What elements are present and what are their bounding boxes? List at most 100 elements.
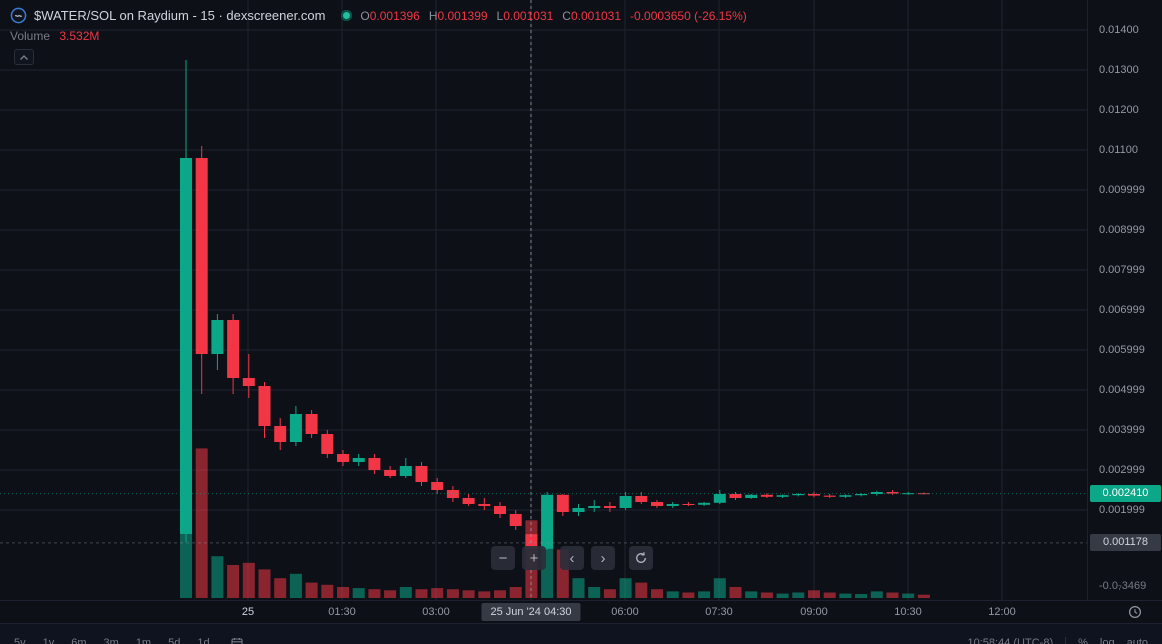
percent-scale-toggle[interactable]: % xyxy=(1078,637,1088,644)
volume-bar xyxy=(399,587,412,598)
volume-bar xyxy=(337,587,349,598)
volume-bar xyxy=(792,592,805,598)
plus-icon: + xyxy=(529,549,539,567)
price-tick-zero: -0.0₇3469 xyxy=(1099,580,1147,592)
price-tick: 0.005999 xyxy=(1099,344,1145,357)
candle-body xyxy=(682,504,695,505)
price-tick: 0.001999 xyxy=(1099,504,1145,517)
legend-high: H0.001399 xyxy=(428,8,488,23)
price-axis[interactable]: 0.002410 0.001178 -0.0₇3469 0.01400 0.013… xyxy=(1087,0,1162,600)
candle-body xyxy=(588,506,601,508)
candle-body xyxy=(478,504,491,506)
log-scale-toggle[interactable]: log xyxy=(1099,637,1115,644)
volume-label: Volume xyxy=(10,29,51,43)
chart-header: $WATER/SOL on Raydium - 15 · dexscreener… xyxy=(10,7,747,24)
candle-body xyxy=(729,494,742,498)
candle-body xyxy=(886,492,899,494)
legend-open: O0.001396 xyxy=(360,8,420,23)
candle-body xyxy=(180,158,192,534)
candle-body xyxy=(698,502,711,505)
candle-body xyxy=(823,495,836,497)
time-tick: 12:00 xyxy=(988,606,1016,618)
price-tick: 0.003999 xyxy=(1099,424,1145,437)
candle-body xyxy=(870,492,883,494)
reset-icon xyxy=(636,552,646,563)
candle-body xyxy=(666,504,679,506)
volume-bar xyxy=(870,591,883,598)
reset-chart-button[interactable] xyxy=(629,546,653,570)
range-1m[interactable]: 1m xyxy=(135,637,152,644)
candle-body xyxy=(305,414,318,434)
scroll-right-button[interactable]: › xyxy=(591,546,615,570)
volume-value: 3.532M xyxy=(59,29,100,43)
crosshair-time-badge: 25 Jun '24 04:30 xyxy=(481,603,581,621)
candle-body xyxy=(289,414,302,442)
ohlc-legend: O0.001396 H0.001399 L0.001031 C0.001031 … xyxy=(360,9,746,23)
toolbar-divider xyxy=(1065,637,1067,644)
time-tick: 01:30 xyxy=(328,606,356,618)
volume-bar xyxy=(321,584,334,598)
chevron-up-icon xyxy=(20,54,28,60)
range-5y[interactable]: 5y xyxy=(14,637,26,644)
range-5d[interactable]: 5d xyxy=(168,637,181,644)
candle-body xyxy=(808,494,820,496)
timezone-clock-icon[interactable] xyxy=(1128,605,1142,619)
candlestick-chart[interactable] xyxy=(0,0,1087,600)
time-tick: 25 xyxy=(241,606,255,618)
volume-bar xyxy=(415,589,428,598)
range-1y[interactable]: 1y xyxy=(42,637,55,644)
volume-bar xyxy=(760,592,773,598)
volume-bar xyxy=(776,593,789,598)
volume-bar xyxy=(211,556,224,598)
range-switcher: 5y 1y 6m 3m 1m 5d 1d xyxy=(14,637,243,644)
range-6m[interactable]: 6m xyxy=(71,637,87,644)
chart-nav-cluster: − + ‹ › xyxy=(491,546,653,570)
candle-body xyxy=(760,494,773,497)
volume-bar xyxy=(572,578,585,598)
candle-body xyxy=(337,454,349,462)
calendar-icon[interactable] xyxy=(231,637,243,644)
zoom-out-button[interactable]: − xyxy=(491,546,515,570)
volume-bar xyxy=(352,588,365,598)
price-tick: 0.01400 xyxy=(1099,24,1139,36)
candle-body xyxy=(713,494,726,503)
volume-bar xyxy=(368,589,381,598)
price-tick: 0.009999 xyxy=(1099,184,1145,197)
zoom-in-button[interactable]: + xyxy=(522,546,546,570)
clock-readout[interactable]: 10:58:44 (UTC-8) xyxy=(967,637,1054,644)
price-tick: 0.007999 xyxy=(1099,264,1145,277)
candle-body xyxy=(258,386,271,426)
price-tick: 0.004999 xyxy=(1099,384,1145,397)
volume-bar xyxy=(823,592,836,598)
candle-body xyxy=(274,426,287,442)
candle-body xyxy=(603,506,616,508)
auto-scale-toggle[interactable]: auto xyxy=(1126,637,1148,644)
volume-bar xyxy=(666,591,679,598)
volume-bar xyxy=(839,593,852,598)
volume-bar xyxy=(180,521,192,598)
volume-bar xyxy=(462,590,475,598)
candle-body xyxy=(195,158,208,354)
volume-bar xyxy=(713,578,726,598)
candle-body xyxy=(494,506,506,514)
legend-collapse-button[interactable] xyxy=(14,49,34,65)
scale-controls: 10:58:44 (UTC-8) % log auto xyxy=(968,637,1148,644)
candle-body xyxy=(509,514,522,526)
scroll-left-button[interactable]: ‹ xyxy=(560,546,584,570)
volume-bar xyxy=(509,587,522,598)
time-axis[interactable]: 25 Jun '24 04:30 2501:3003:0004:3006:000… xyxy=(0,600,1162,624)
candle-body xyxy=(352,458,365,462)
range-1d[interactable]: 1d xyxy=(197,637,210,644)
volume-bar xyxy=(242,562,255,598)
volume-bar xyxy=(651,589,663,598)
volume-bar xyxy=(305,582,318,598)
symbol-title[interactable]: $WATER/SOL on Raydium - 15 · dexscreener… xyxy=(34,8,326,23)
candle-body xyxy=(321,434,334,454)
legend-close: C0.001031 xyxy=(562,8,622,23)
price-tick: 0.008999 xyxy=(1099,224,1145,237)
candle-body xyxy=(399,466,412,476)
chart-logo-icon[interactable] xyxy=(10,7,27,24)
time-tick: 03:00 xyxy=(422,606,450,618)
volume-bar xyxy=(227,565,240,598)
range-3m[interactable]: 3m xyxy=(103,637,119,644)
